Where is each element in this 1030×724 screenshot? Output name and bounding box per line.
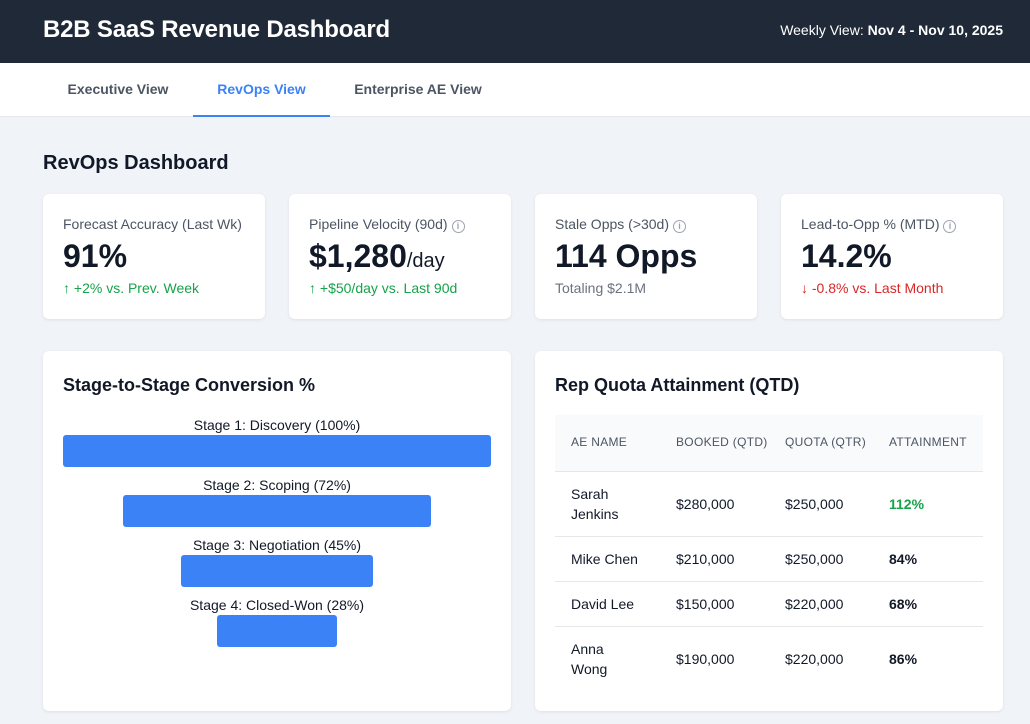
booked-value: $280,000 [660, 470, 769, 536]
attainment-value: 112% [873, 470, 983, 536]
kpi-note: Totaling $2.1M [555, 280, 647, 296]
tab-executive-view[interactable]: Executive View [67, 81, 169, 97]
app-title: B2B SaaS Revenue Dashboard [43, 16, 390, 43]
page-title: RevOps Dashboard [43, 152, 229, 174]
ae-name: Sarah Jenkins [555, 470, 660, 536]
kpi-delta: ↓ -0.8% vs. Last Month [801, 280, 943, 296]
kpi-value: 114 Opps [555, 238, 698, 274]
quota-value: $220,000 [769, 625, 873, 691]
funnel-stage-label: Stage 3: Negotiation (45%) [192, 537, 362, 553]
table-row: Anna Wong $190,000 $220,000 86% [555, 625, 983, 691]
attainment-value: 86% [873, 625, 983, 691]
attainment-value: 68% [873, 580, 983, 626]
kpi-label-row: Stale Opps (>30d) i [555, 216, 687, 233]
kpi-delta-text: -0.8% vs. Last Month [811, 280, 944, 296]
funnel-stage-label: Stage 1: Discovery (100%) [193, 417, 361, 433]
kpi-label: Pipeline Velocity (90d) [309, 216, 448, 232]
kpi-delta-text: +2% vs. Prev. Week [73, 280, 200, 296]
table-row: David Lee $150,000 $220,000 68% [555, 580, 983, 626]
kpi-label: Stale Opps (>30d) [555, 216, 670, 232]
funnel-stage-label: Stage 4: Closed-Won (28%) [189, 597, 365, 613]
kpi-card-forecast-accuracy: Forecast Accuracy (Last Wk) 91% ↑ +2% vs… [43, 194, 265, 319]
column-header-quota: Quota (QTR) [785, 435, 867, 450]
tab-revops-view[interactable]: RevOps View [193, 63, 330, 117]
info-icon[interactable]: i [943, 220, 957, 233]
kpi-value: 14.2% [801, 238, 892, 274]
kpi-label-row: Lead-to-Opp % (MTD) i [801, 216, 957, 233]
conversion-funnel-card: Stage-to-Stage Conversion % Stage 1: Dis… [43, 351, 511, 711]
kpi-delta: ↑ +$50/day vs. Last 90d [309, 280, 457, 296]
table-row: Mike Chen $210,000 $250,000 84% [555, 535, 983, 581]
funnel-stage-bar[interactable] [63, 435, 491, 467]
kpi-card-stale-opps: Stale Opps (>30d) i 114 Opps Totaling $2.… [535, 194, 757, 319]
ae-name: David Lee [555, 580, 660, 626]
quota-attainment-card: Rep Quota Attainment (QTD) AE Name Booke… [535, 351, 1003, 711]
funnel-stage-bar[interactable] [180, 555, 374, 587]
kpi-card-pipeline-velocity: Pipeline Velocity (90d) i $1,280/day ↑ +$… [289, 194, 511, 319]
tab-enterprise-ae-view[interactable]: Enterprise AE View [354, 81, 482, 97]
table-row: Sarah Jenkins $280,000 $250,000 112% [555, 470, 983, 536]
kpi-delta: ↑ +2% vs. Prev. Week [63, 280, 199, 296]
funnel-stage-label: Stage 2: Scoping (72%) [203, 477, 351, 493]
quota-value: $220,000 [769, 580, 873, 626]
booked-value: $190,000 [660, 625, 769, 691]
column-header-attainment: Attainment [889, 435, 967, 450]
tab-bar: Executive View RevOps View Enterprise AE… [0, 63, 1030, 117]
quota-title: Rep Quota Attainment (QTD) [555, 375, 800, 395]
ae-name: Mike Chen [555, 535, 660, 581]
kpi-unit: /day [406, 250, 445, 272]
funnel-stage-bar[interactable] [217, 615, 337, 647]
arrow-down-icon: ↓ [801, 280, 808, 296]
kpi-value-row: $1,280/day [309, 238, 445, 275]
booked-value: $210,000 [660, 535, 769, 581]
attainment-value: 84% [873, 535, 983, 581]
top-bar: B2B SaaS Revenue Dashboard Weekly View: … [0, 0, 1030, 63]
table-header-row: AE Name Booked (QTD) Quota (QTR) Attainm… [555, 415, 983, 471]
quota-table: AE Name Booked (QTD) Quota (QTR) Attainm… [555, 415, 983, 691]
week-indicator: Weekly View: Nov 4 - Nov 10, 2025 [780, 22, 1003, 38]
quota-value: $250,000 [769, 535, 873, 581]
info-icon[interactable]: i [673, 220, 687, 233]
column-header-ae-name: AE Name [571, 435, 628, 450]
funnel-stage-bar[interactable] [122, 495, 432, 527]
booked-value: $150,000 [660, 580, 769, 626]
quota-value: $250,000 [769, 470, 873, 536]
arrow-up-icon: ↑ [309, 280, 316, 296]
kpi-label: Lead-to-Opp % (MTD) [801, 216, 940, 232]
kpi-value: 91% [63, 238, 128, 274]
column-header-booked: Booked (QTD) [676, 435, 768, 450]
kpi-label: Forecast Accuracy (Last Wk) [63, 216, 242, 232]
arrow-up-icon: ↑ [63, 280, 70, 296]
kpi-value: $1,280 [309, 238, 407, 274]
kpi-delta-text: +$50/day vs. Last 90d [319, 280, 458, 296]
ae-name: Anna Wong [555, 625, 660, 691]
week-label: Weekly View: [780, 22, 864, 38]
funnel-title: Stage-to-Stage Conversion % [63, 375, 316, 395]
week-range: Nov 4 - Nov 10, 2025 [867, 22, 1003, 38]
kpi-card-lead-to-opp: Lead-to-Opp % (MTD) i 14.2% ↓ -0.8% vs. L… [781, 194, 1003, 319]
kpi-label-row: Pipeline Velocity (90d) i [309, 216, 465, 233]
info-icon[interactable]: i [451, 220, 465, 233]
